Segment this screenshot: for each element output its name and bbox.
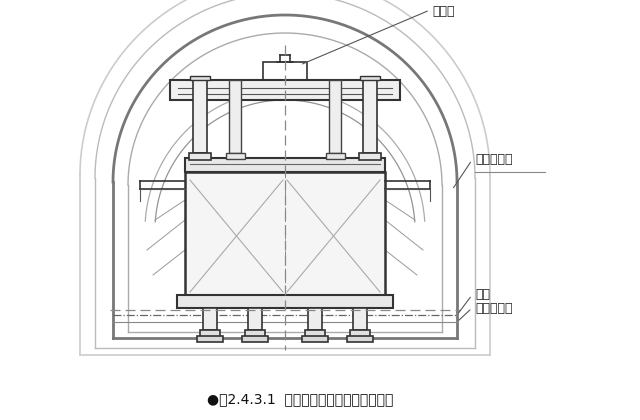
- Bar: [353, 308, 367, 330]
- Bar: [308, 308, 322, 330]
- Bar: [177, 295, 393, 308]
- Text: ●图2.4.3.1  区间隙道模板台车支撑立面图: ●图2.4.3.1 区间隙道模板台车支撑立面图: [207, 392, 393, 406]
- Bar: [359, 153, 381, 160]
- Bar: [245, 330, 265, 338]
- Bar: [185, 158, 385, 172]
- Bar: [305, 330, 325, 338]
- Bar: [185, 172, 385, 295]
- Bar: [248, 308, 262, 330]
- Bar: [226, 153, 245, 159]
- Bar: [360, 76, 380, 80]
- Bar: [200, 330, 220, 338]
- Bar: [242, 336, 268, 342]
- Bar: [193, 80, 207, 153]
- Bar: [197, 336, 223, 342]
- Bar: [203, 308, 217, 330]
- Bar: [329, 80, 341, 153]
- Text: 加高盒: 加高盒: [432, 5, 454, 18]
- Bar: [347, 336, 373, 342]
- Text: 轨顶: 轨顶: [475, 288, 490, 301]
- Bar: [263, 62, 307, 80]
- Bar: [190, 76, 210, 80]
- Bar: [170, 80, 400, 100]
- Text: 短边墙顶面: 短边墙顶面: [475, 302, 513, 315]
- Bar: [350, 330, 370, 338]
- Bar: [363, 80, 377, 153]
- Text: 二衆混凝土: 二衆混凝土: [475, 153, 513, 166]
- Bar: [189, 153, 211, 160]
- Bar: [302, 336, 328, 342]
- Bar: [229, 80, 241, 153]
- Bar: [326, 153, 345, 159]
